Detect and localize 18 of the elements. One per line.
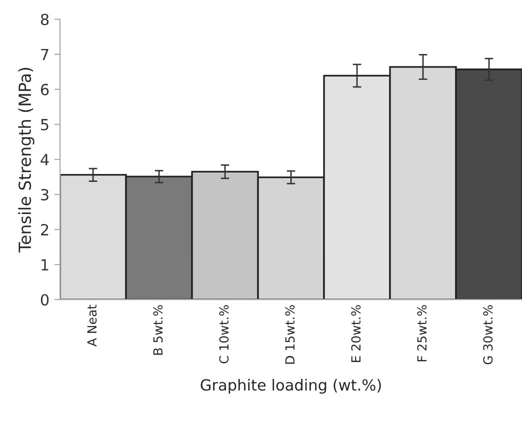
x-axis-title: Graphite loading (wt.%) xyxy=(200,378,381,394)
y-tick-label: 8 xyxy=(40,14,49,26)
x-tick-label: A Neat xyxy=(87,304,97,346)
y-tick-label: 1 xyxy=(42,259,48,270)
y-tick-label: 2 xyxy=(41,224,48,236)
x-tick-label: E 20wt.% xyxy=(351,305,361,362)
x-tick-label: C 10wt.% xyxy=(219,305,229,364)
x-tick-label: B 5wt.% xyxy=(153,305,163,355)
y-tick-label: 3 xyxy=(41,188,48,200)
y-tick-label: 6 xyxy=(40,84,49,96)
y-axis-title: Tensile Strength (MPa) xyxy=(18,68,34,252)
x-tick-label: G 30wt.% xyxy=(483,305,493,364)
y-tick-label: 5 xyxy=(41,119,48,130)
y-tick-label: 0 xyxy=(40,294,49,306)
x-tick-label: F 25wt.% xyxy=(417,305,427,362)
x-tick-label: D 15wt.% xyxy=(285,305,295,364)
y-tick-label: 4 xyxy=(40,154,49,166)
y-tick-label: 7 xyxy=(41,48,48,60)
